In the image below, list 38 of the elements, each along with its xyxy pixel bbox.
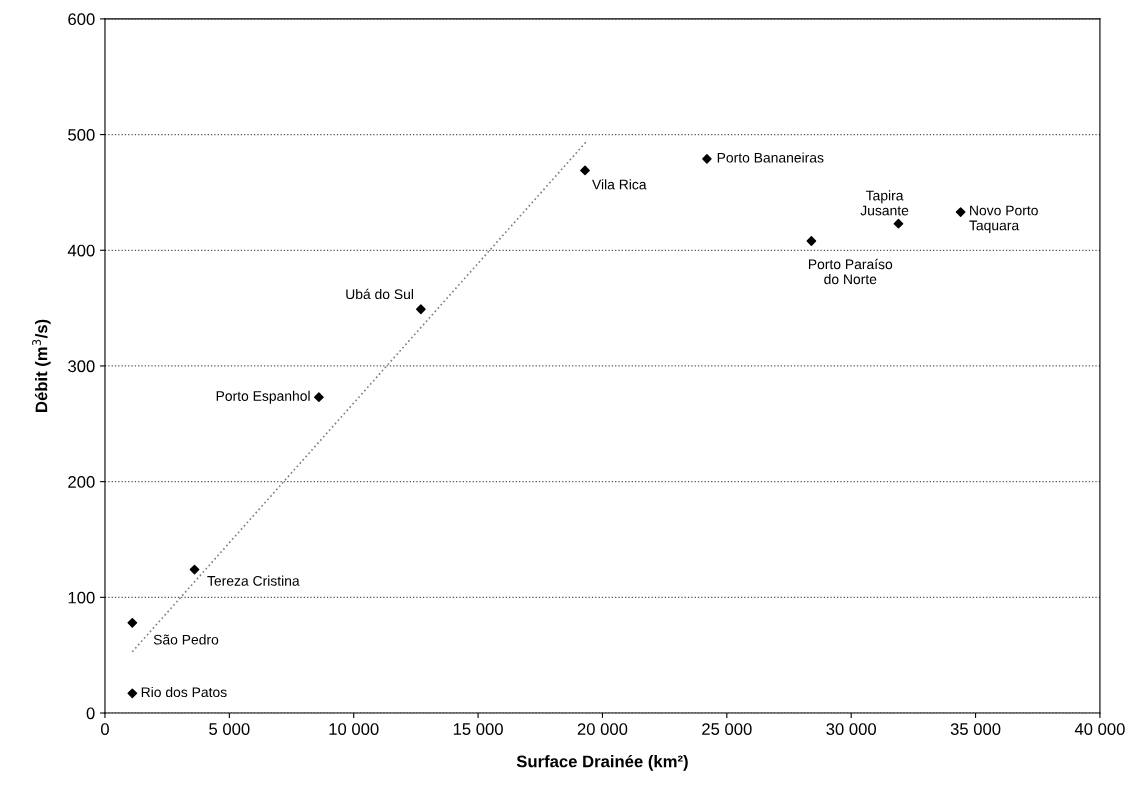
annotation: Tereza Cristina	[207, 575, 300, 586]
point	[127, 617, 138, 628]
y-tick-label: 200	[68, 476, 95, 488]
annotation: Vila Rica	[592, 179, 647, 190]
y-tick-label: 400	[67, 244, 95, 257]
x-tick-label: 35 000	[950, 723, 1001, 735]
annotation: Porto Espanhol	[216, 390, 310, 404]
point	[189, 564, 200, 575]
x-tick-label: 15 000	[453, 723, 503, 735]
y-tick-label: 500	[68, 128, 95, 141]
point	[702, 154, 712, 164]
annotation: Porto Bananeiras	[717, 152, 824, 163]
annotation: Ubá do Sul	[346, 288, 413, 300]
x-tick-label: 0	[100, 723, 109, 735]
x-tick-label: 20 000	[577, 723, 628, 735]
point	[893, 218, 904, 229]
y-tick-label: 100	[68, 591, 95, 604]
x-tick-label: 30 000	[826, 723, 877, 735]
annotation: Tapira Jusante	[860, 190, 909, 216]
point	[955, 207, 966, 217]
annotation: Porto Paraíso do Norte	[808, 258, 893, 285]
x-tick-label: 40 000	[1074, 723, 1125, 735]
y-tick-label: 300	[68, 360, 95, 373]
point	[127, 688, 138, 699]
x-tick-label: 10 000	[329, 723, 379, 735]
x-axis-title: Surface Drainée (km²)	[516, 754, 688, 771]
point	[806, 236, 817, 246]
y-tick-label: 0	[86, 707, 95, 720]
x-tick-label: 25 000	[702, 723, 752, 735]
point	[416, 304, 426, 315]
point	[580, 165, 590, 176]
x-tick-label: 5 000	[209, 723, 250, 735]
annotation: Novo Porto Taquara	[969, 205, 1038, 234]
y-tick-label: 600	[68, 13, 95, 26]
annotation: Rio dos Patos	[141, 686, 227, 698]
point	[314, 392, 324, 403]
annotation: São Pedro	[153, 634, 219, 645]
y-axis-title: Débit (m$^{3}$/s)	[32, 319, 51, 412]
